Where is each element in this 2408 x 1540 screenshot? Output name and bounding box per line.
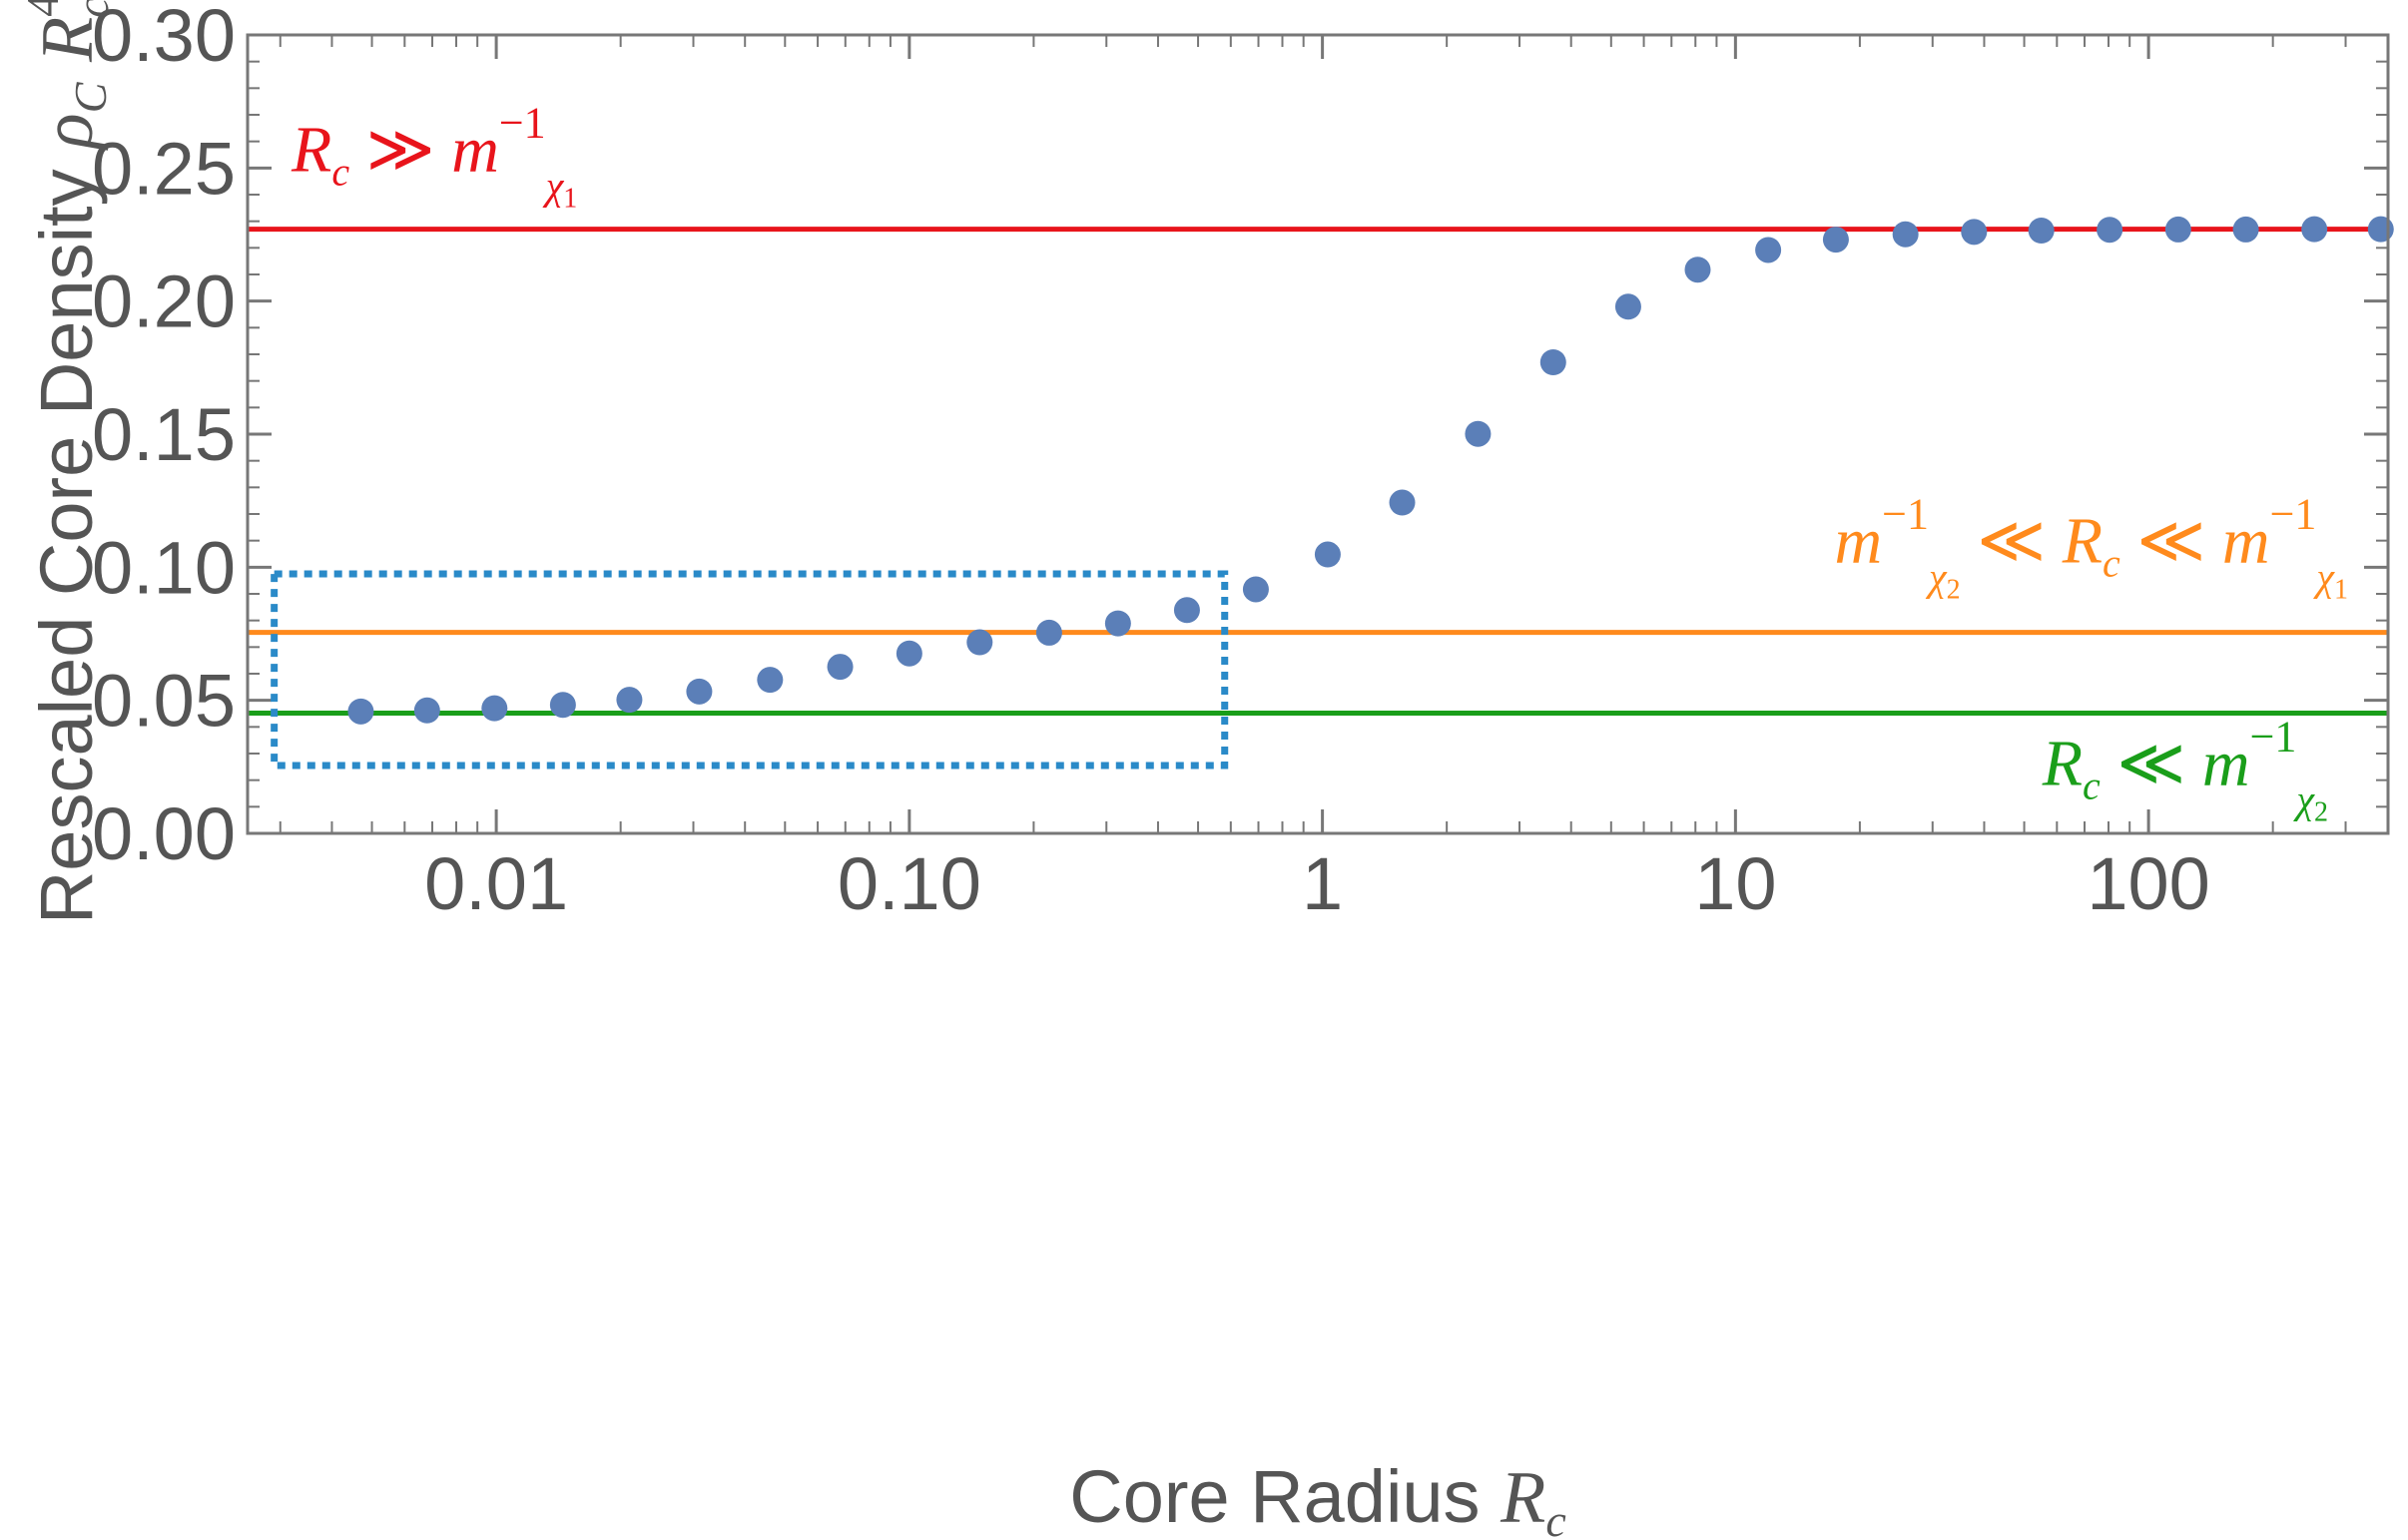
data-point bbox=[481, 695, 508, 722]
y-tick-label: 0.30 bbox=[92, 0, 236, 77]
data-points bbox=[347, 216, 2394, 725]
y-tick-label: 0.05 bbox=[92, 660, 236, 743]
y-axis-label: Rescaled Core Density ρC R4c bbox=[17, 0, 118, 924]
data-point bbox=[966, 629, 993, 656]
data-point bbox=[827, 654, 854, 681]
axis-ticks bbox=[248, 33, 2388, 835]
data-point bbox=[1822, 227, 1849, 254]
annotation-green: Rc ≪ m−1χ2 bbox=[2042, 712, 2328, 827]
annotation-red: Rc ≫ m−1χ1 bbox=[291, 99, 577, 215]
data-point bbox=[616, 687, 643, 714]
data-point bbox=[2097, 217, 2123, 244]
data-point bbox=[413, 697, 440, 724]
y-tick-label: 0.00 bbox=[92, 792, 236, 875]
highlight-box bbox=[271, 570, 1229, 770]
data-point bbox=[1242, 576, 1269, 603]
x-tick-label: 10 bbox=[1694, 842, 1776, 925]
data-point bbox=[1314, 541, 1341, 568]
annotation-orange: m−1χ2 ≪ Rc ≪ m−1χ1 bbox=[1835, 490, 2349, 606]
highlight-box-group bbox=[271, 570, 1229, 770]
data-point bbox=[1173, 597, 1200, 624]
data-point bbox=[1465, 420, 1492, 447]
y-tick-label: 0.25 bbox=[92, 127, 236, 210]
data-point bbox=[757, 667, 784, 694]
data-point bbox=[2232, 216, 2259, 243]
data-point bbox=[896, 640, 922, 667]
data-point bbox=[2301, 216, 2328, 243]
data-point bbox=[1961, 219, 1988, 246]
data-point bbox=[1389, 489, 1416, 516]
data-point bbox=[1539, 349, 1566, 375]
plot-frame bbox=[246, 33, 2390, 835]
data-point bbox=[1035, 619, 1062, 646]
data-point bbox=[2028, 218, 2055, 244]
x-tick-label: 0.01 bbox=[424, 842, 568, 925]
y-tick-label: 0.15 bbox=[92, 393, 236, 476]
data-point bbox=[347, 698, 374, 725]
y-tick-label: 0.20 bbox=[92, 260, 236, 343]
data-point bbox=[1684, 257, 1711, 283]
x-tick-label: 0.10 bbox=[838, 842, 981, 925]
x-axis-label: Core Radius Rc bbox=[1069, 1455, 1565, 1540]
data-point bbox=[1104, 610, 1131, 637]
data-point bbox=[2164, 216, 2191, 243]
data-point bbox=[549, 692, 576, 719]
x-tick-label: 100 bbox=[2087, 842, 2209, 925]
y-tick-label: 0.10 bbox=[92, 526, 236, 609]
tick-labels: 0.00 0.05 0.10 0.15 0.20 0.25 0.30 0.01 0.10 1 10 1… bbox=[92, 0, 2210, 925]
data-point bbox=[2367, 216, 2394, 243]
data-point bbox=[1755, 237, 1782, 263]
data-point bbox=[1614, 293, 1641, 320]
data-point bbox=[686, 678, 713, 705]
x-tick-label: 1 bbox=[1302, 842, 1343, 925]
data-point bbox=[1892, 221, 1919, 248]
